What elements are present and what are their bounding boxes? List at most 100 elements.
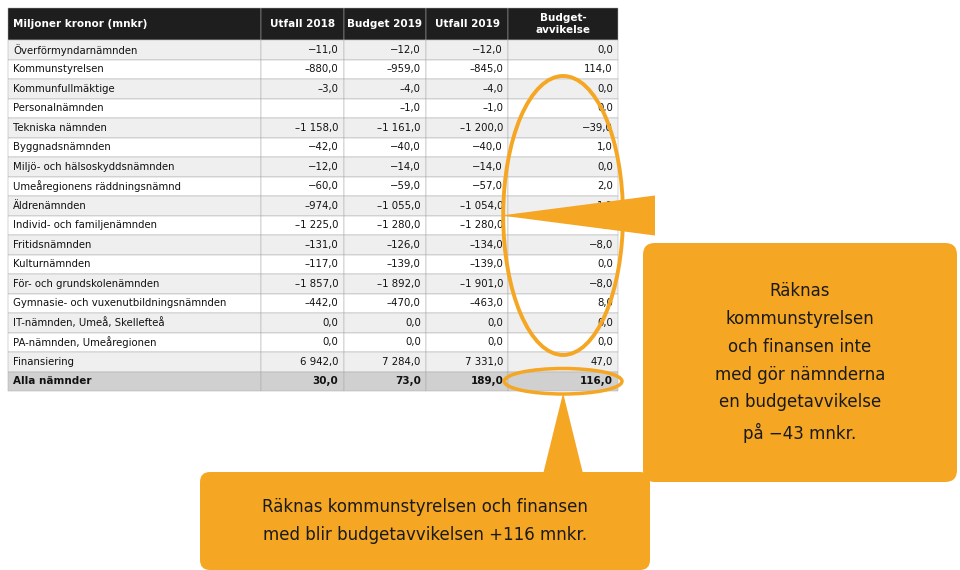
- Bar: [8, 274, 261, 294]
- Text: –1 161,0: –1 161,0: [377, 123, 420, 133]
- Text: Individ- och familjenämnden: Individ- och familjenämnden: [13, 220, 157, 230]
- Text: 116,0: 116,0: [580, 376, 613, 386]
- Text: IT-nämnden, Umeå, Skellefteå: IT-nämnden, Umeå, Skellefteå: [13, 317, 164, 328]
- Text: Kommunfullmäktige: Kommunfullmäktige: [13, 84, 114, 93]
- Text: −12,0: −12,0: [308, 162, 339, 172]
- Text: –1 280,0: –1 280,0: [377, 220, 420, 230]
- Bar: [344, 79, 426, 99]
- Bar: [426, 157, 508, 177]
- Text: 0,0: 0,0: [405, 337, 420, 347]
- Bar: [261, 332, 344, 352]
- Bar: [426, 79, 508, 99]
- Bar: [508, 79, 618, 99]
- Bar: [261, 118, 344, 137]
- Bar: [8, 99, 261, 118]
- Text: –442,0: –442,0: [304, 298, 339, 308]
- Text: –1 280,0: –1 280,0: [460, 220, 503, 230]
- Text: Gymnasie- och vuxenutbildningsnämnden: Gymnasie- och vuxenutbildningsnämnden: [13, 298, 227, 308]
- Text: Alla nämnder: Alla nämnder: [13, 376, 91, 386]
- Bar: [261, 294, 344, 313]
- Text: −12,0: −12,0: [390, 45, 420, 55]
- Text: Äldrenämnden: Äldrenämnden: [13, 201, 86, 211]
- Bar: [261, 8, 344, 40]
- Text: –4,0: –4,0: [400, 84, 420, 93]
- Text: –131,0: –131,0: [304, 240, 339, 250]
- Bar: [508, 157, 618, 177]
- Bar: [8, 137, 261, 157]
- Bar: [508, 137, 618, 157]
- Bar: [261, 157, 344, 177]
- Text: –1,0: –1,0: [482, 103, 503, 113]
- Bar: [344, 372, 426, 391]
- Bar: [426, 137, 508, 157]
- Bar: [344, 332, 426, 352]
- Bar: [344, 8, 426, 40]
- Bar: [261, 254, 344, 274]
- FancyBboxPatch shape: [200, 472, 650, 570]
- Bar: [344, 215, 426, 235]
- Bar: [508, 177, 618, 196]
- Bar: [344, 118, 426, 137]
- Bar: [426, 352, 508, 372]
- Bar: [426, 8, 508, 40]
- Text: För- och grundskolenämnden: För- och grundskolenämnden: [13, 279, 159, 289]
- Text: –470,0: –470,0: [387, 298, 420, 308]
- Text: 0,0: 0,0: [405, 317, 420, 328]
- Text: −60,0: −60,0: [307, 181, 339, 192]
- Text: 114,0: 114,0: [585, 64, 613, 74]
- Text: Fritidsnämnden: Fritidsnämnden: [13, 240, 91, 250]
- Bar: [508, 8, 618, 40]
- Text: –1 892,0: –1 892,0: [377, 279, 420, 289]
- Text: 0,0: 0,0: [597, 259, 613, 269]
- Bar: [508, 313, 618, 332]
- Polygon shape: [541, 393, 585, 482]
- Bar: [8, 196, 261, 215]
- Text: −14,0: −14,0: [472, 162, 503, 172]
- Text: 1,0: 1,0: [597, 142, 613, 152]
- Text: Kulturnämnden: Kulturnämnden: [13, 259, 90, 269]
- Text: −14,0: −14,0: [390, 162, 420, 172]
- Bar: [344, 157, 426, 177]
- Text: 0,0: 0,0: [488, 337, 503, 347]
- Bar: [508, 196, 618, 215]
- Bar: [426, 59, 508, 79]
- Text: Finansiering: Finansiering: [13, 357, 74, 367]
- Text: Utfall 2019: Utfall 2019: [435, 19, 499, 29]
- Polygon shape: [501, 196, 655, 235]
- Text: 7 331,0: 7 331,0: [465, 357, 503, 367]
- Text: 73,0: 73,0: [395, 376, 420, 386]
- Text: 2,0: 2,0: [597, 181, 613, 192]
- Text: 0,0: 0,0: [597, 317, 613, 328]
- Bar: [426, 235, 508, 254]
- Bar: [508, 59, 618, 79]
- Bar: [344, 352, 426, 372]
- Bar: [508, 274, 618, 294]
- Bar: [8, 157, 261, 177]
- Bar: [426, 254, 508, 274]
- Bar: [508, 99, 618, 118]
- Text: –117,0: –117,0: [304, 259, 339, 269]
- Bar: [8, 59, 261, 79]
- Bar: [261, 59, 344, 79]
- Bar: [508, 332, 618, 352]
- Bar: [261, 215, 344, 235]
- Text: 189,0: 189,0: [470, 376, 503, 386]
- Bar: [426, 313, 508, 332]
- Text: 0,0: 0,0: [597, 337, 613, 347]
- Text: 30,0: 30,0: [313, 376, 339, 386]
- Text: –1 200,0: –1 200,0: [460, 123, 503, 133]
- Bar: [508, 352, 618, 372]
- Text: Byggnadsnämnden: Byggnadsnämnden: [13, 142, 110, 152]
- Text: Utfall 2018: Utfall 2018: [270, 19, 335, 29]
- Bar: [344, 137, 426, 157]
- Bar: [8, 40, 261, 59]
- Bar: [426, 372, 508, 391]
- Text: −57,0: −57,0: [472, 181, 503, 192]
- Bar: [261, 372, 344, 391]
- Bar: [261, 79, 344, 99]
- Bar: [344, 99, 426, 118]
- Text: Budget-
avvikelse: Budget- avvikelse: [536, 13, 590, 35]
- Bar: [261, 235, 344, 254]
- Text: Personalnämnden: Personalnämnden: [13, 103, 104, 113]
- Bar: [508, 40, 618, 59]
